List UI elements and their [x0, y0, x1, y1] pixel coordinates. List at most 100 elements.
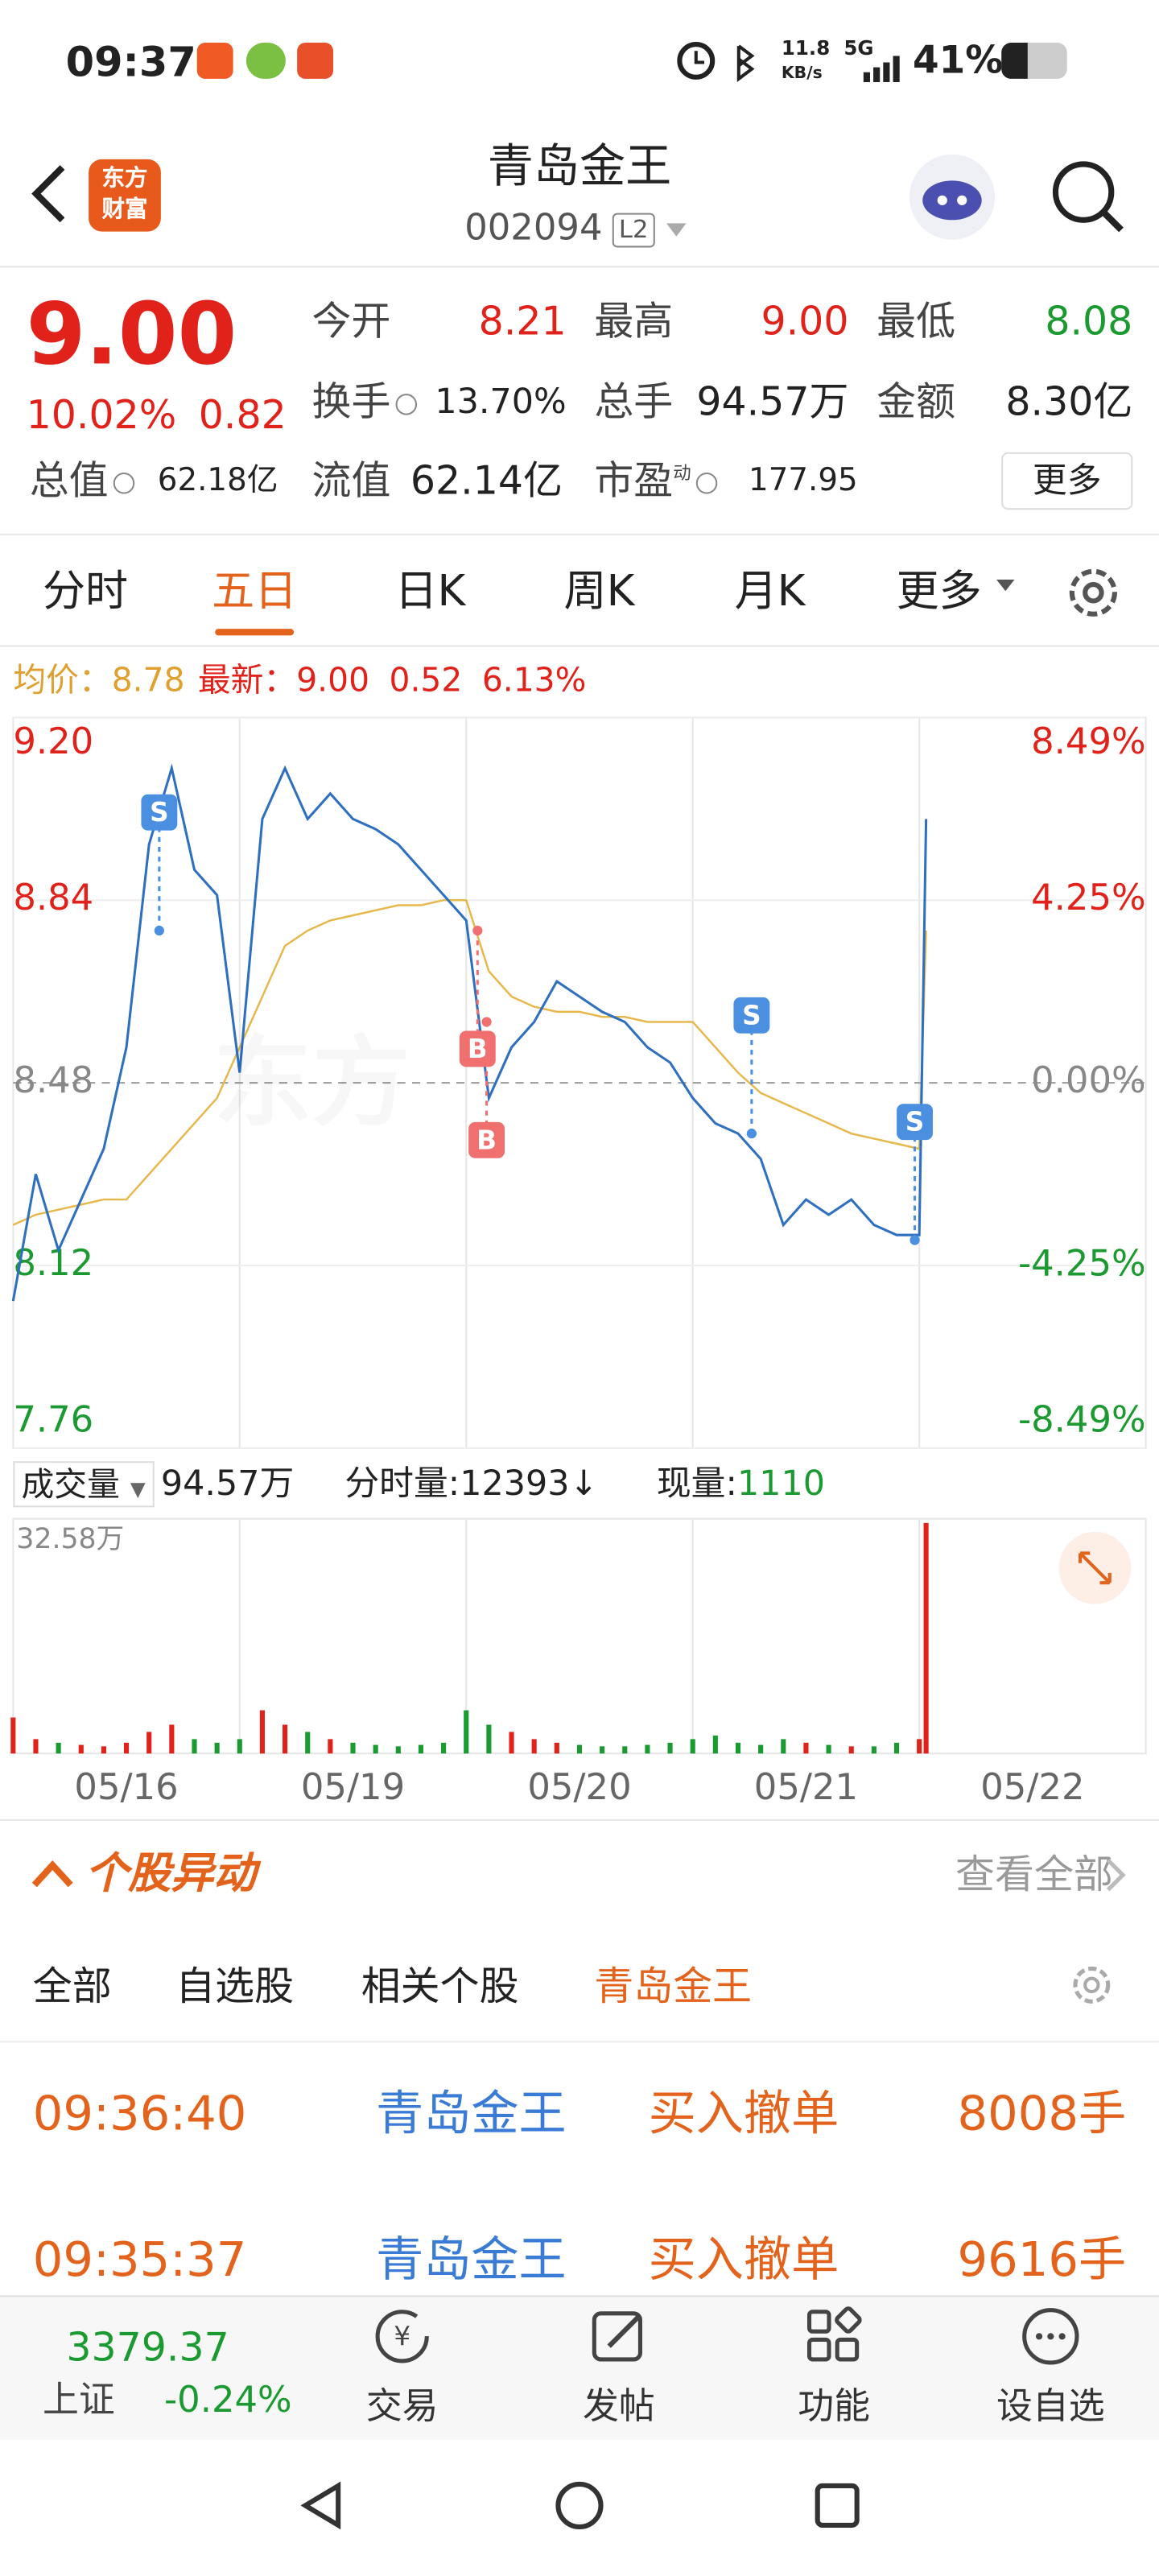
logo[interactable]: 东方 财富	[89, 159, 161, 232]
event-stock[interactable]: 青岛金王	[376, 2231, 567, 2288]
field-value: 8.08	[1045, 298, 1133, 345]
y-tick-label: 8.12	[13, 1241, 93, 1284]
event-qty: 9616手	[957, 2231, 1127, 2288]
label-text: 市盈	[594, 457, 674, 504]
event-stock[interactable]: 青岛金王	[376, 2085, 567, 2141]
field-label: 金额	[876, 378, 956, 425]
function-icon	[806, 2306, 862, 2362]
view-all[interactable]: 查看全部	[955, 1852, 1113, 1898]
volume-bar	[328, 1739, 333, 1754]
event-qty: 8008手	[957, 2085, 1127, 2141]
assistant-avatar[interactable]	[903, 151, 1001, 243]
event-type: 买入撤单	[648, 2085, 839, 2141]
system-nav	[300, 2481, 860, 2530]
volume-bar	[146, 1732, 152, 1754]
volume-bar	[395, 1746, 401, 1754]
nav-item[interactable]: 交易	[365, 2387, 439, 2429]
info-icon[interactable]	[113, 471, 135, 493]
search[interactable]	[1047, 156, 1129, 238]
volume-bar	[214, 1742, 220, 1754]
filter[interactable]: 青岛金王	[594, 1963, 753, 2010]
volume-bar	[123, 1742, 130, 1754]
recents-key[interactable]	[815, 2483, 860, 2528]
avg-label: 均价：	[13, 659, 112, 700]
field-value: 177.95	[749, 462, 858, 499]
expand[interactable]	[1058, 1531, 1132, 1604]
divider	[0, 1818, 1159, 1821]
volume-bar	[283, 1724, 288, 1754]
tab[interactable]: 更多	[896, 568, 982, 617]
filter[interactable]: 全部	[32, 1963, 112, 2010]
volume-bar	[923, 1522, 929, 1754]
filter[interactable]: 相关个股	[361, 1963, 519, 2010]
now-volume: 现量:1110	[657, 1464, 825, 1503]
info-icon[interactable]	[695, 471, 718, 493]
settings[interactable]	[1061, 560, 1127, 626]
annotation-badge	[897, 1104, 933, 1141]
net-speed-unit: KB/s	[781, 64, 823, 83]
event-time: 09:36:40	[32, 2085, 247, 2141]
info-icon[interactable]	[395, 393, 418, 415]
volume-bar	[826, 1744, 831, 1754]
volume-bar	[690, 1739, 695, 1754]
nav-item[interactable]: 发帖	[583, 2387, 655, 2429]
annotation-label: S	[742, 1000, 761, 1030]
y-tick-label: 32.58万	[16, 1523, 124, 1555]
settings[interactable]	[1067, 1960, 1116, 2009]
annotation-badge	[141, 794, 178, 831]
back[interactable]	[23, 161, 72, 227]
watchlist-icon	[1022, 2308, 1079, 2365]
tab[interactable]: 分时	[43, 568, 129, 617]
divider	[0, 533, 1159, 535]
tab[interactable]: 日K	[394, 568, 466, 617]
event-time: 09:35:37	[32, 2231, 247, 2288]
volume-bar	[237, 1739, 242, 1754]
index-value[interactable]: 3379.37	[66, 2324, 229, 2371]
divider	[0, 2041, 1159, 2043]
y2-tick-label: -4.25%	[1018, 1241, 1146, 1284]
filter[interactable]: 自选股	[175, 1963, 295, 2010]
volume-bar	[10, 1717, 16, 1754]
stock-code: 002094	[464, 208, 603, 250]
status-icons	[677, 42, 755, 82]
app-icon	[245, 43, 286, 79]
annotation-anchor	[154, 925, 164, 936]
tab[interactable]: 月K	[734, 568, 806, 617]
volume-selector[interactable]: 成交量 ▼	[13, 1461, 154, 1508]
label-text: 换手	[311, 378, 391, 425]
field-label: 最低	[876, 298, 956, 345]
nav-item[interactable]: 设自选	[996, 2387, 1105, 2429]
volume-bar	[893, 1742, 900, 1754]
volume-bar	[101, 1746, 106, 1754]
annotation-label: B	[468, 1034, 488, 1064]
tab[interactable]: 周K	[563, 568, 635, 617]
volume-bar	[758, 1744, 764, 1754]
price-line	[11, 763, 928, 1302]
field-label: 总手	[594, 378, 674, 425]
latest-label: 最新：	[197, 659, 297, 700]
field-label: 今开	[311, 298, 391, 345]
volume-bar	[418, 1744, 424, 1754]
field-value: 8.30亿	[1005, 378, 1133, 425]
nav-item[interactable]: 功能	[798, 2387, 871, 2429]
tick-volume: 分时量:12393↓	[344, 1464, 598, 1503]
volume-bar	[350, 1742, 356, 1754]
average-line	[12, 898, 927, 1226]
back-key[interactable]	[300, 2481, 341, 2530]
volume-bar	[33, 1739, 39, 1754]
collapse[interactable]	[30, 1856, 76, 1892]
index-name: 上证	[43, 2380, 115, 2422]
volume-bar	[169, 1724, 175, 1754]
home-key[interactable]	[555, 2481, 604, 2530]
event-type: 买入撤单	[648, 2231, 839, 2288]
app-icon	[297, 43, 334, 79]
tab[interactable]: 五日	[212, 568, 298, 617]
more-button[interactable]: 更多	[1001, 452, 1133, 510]
volume-bar	[712, 1735, 718, 1754]
field-value: 13.70%	[435, 382, 567, 422]
dropdown-caret	[996, 579, 1015, 592]
label-text: 总值	[29, 457, 109, 504]
info-line: 均价：8.78 最新：9.00 0.52 6.13%	[13, 662, 586, 698]
divider	[0, 645, 1159, 647]
